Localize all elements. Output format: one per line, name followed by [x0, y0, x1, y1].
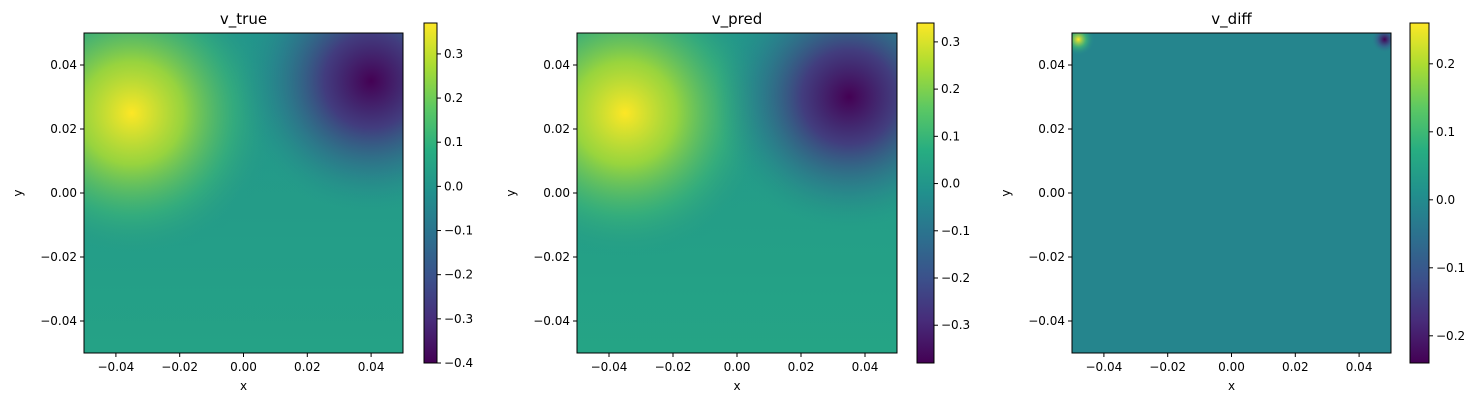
colorbar-tick-label: −0.4 [444, 356, 473, 370]
colorbar-tick-label: 0.3 [444, 47, 463, 61]
x-tick-label: 0.04 [1346, 360, 1373, 374]
y-tick-label: −0.04 [40, 314, 77, 328]
y-tick-label: 0.04 [50, 58, 77, 72]
colorbar-tick-label: −0.2 [444, 268, 473, 282]
x-axis-label: x [1228, 379, 1235, 393]
colorbar-tick-label: 0.0 [1436, 193, 1455, 207]
colorbar-tick-label: 0.1 [444, 135, 463, 149]
y-tick-label: −0.02 [40, 250, 77, 264]
colorbar-tick-label: 0.3 [941, 35, 960, 49]
y-tick-label: 0.00 [50, 186, 77, 200]
colorbar-tick-label: 0.1 [1436, 125, 1455, 139]
x-tick-label: 0.02 [1282, 360, 1309, 374]
colorbar-tick-label: −0.2 [941, 271, 970, 285]
colorbar-tick-label: −0.1 [1436, 261, 1465, 275]
x-tick-label: 0.02 [788, 360, 815, 374]
x-tick-label: 0.00 [724, 360, 751, 374]
panel-v-true: v_true −0.04 −0.02 0.00 0.02 0.04 −0.04 −0.02 0.… [11, 10, 473, 393]
colorbar-tick-label: 0.1 [941, 129, 960, 143]
x-tick-label: 0.04 [852, 360, 879, 374]
y-tick-label: 0.04 [1038, 58, 1065, 72]
y-axis-label: y [999, 189, 1013, 196]
panel-v-diff: v_diff −0.04 −0.02 0.00 0.02 0.04 −0.04 −0.02 0.… [999, 10, 1465, 393]
y-tick-label: 0.04 [543, 58, 570, 72]
heatmap-negative-lobe [577, 33, 897, 353]
x-tick-label: 0.00 [1218, 360, 1245, 374]
x-tick-label: −0.02 [1149, 360, 1186, 374]
colorbar-tick-label: −0.3 [941, 318, 970, 332]
x-axis-label: x [733, 379, 740, 393]
y-tick-label: −0.02 [533, 250, 570, 264]
colorbar-tick-label: −0.1 [444, 224, 473, 238]
x-tick-label: −0.04 [591, 360, 628, 374]
colorbar-tick-label: 0.2 [941, 82, 960, 96]
x-tick-label: 0.04 [358, 360, 385, 374]
x-tick-label: −0.02 [655, 360, 692, 374]
y-tick-label: −0.04 [1028, 314, 1065, 328]
y-tick-label: 0.02 [50, 122, 77, 136]
x-tick-label: −0.04 [98, 360, 135, 374]
colorbar [423, 22, 438, 364]
colorbar-tick-label: 0.2 [1436, 57, 1455, 71]
y-tick-label: 0.00 [1038, 186, 1065, 200]
x-tick-label: −0.02 [161, 360, 198, 374]
y-tick-label: 0.00 [543, 186, 570, 200]
heatmap-negative-lobe [84, 33, 403, 353]
panel-v-pred: v_pred −0.04 −0.02 0.00 0.02 0.04 −0.04 −0.02 0.… [504, 10, 970, 393]
x-tick-label: 0.00 [230, 360, 257, 374]
colorbar-tick-label: −0.2 [1436, 329, 1465, 343]
colorbar-tick-label: 0.0 [444, 179, 463, 193]
x-axis-label: x [240, 379, 247, 393]
chart-title: v_diff [1211, 10, 1252, 29]
x-tick-label: −0.04 [1086, 360, 1123, 374]
chart-title: v_pred [712, 10, 763, 29]
y-tick-label: 0.02 [543, 122, 570, 136]
colorbar-tick-label: 0.2 [444, 91, 463, 105]
colorbar-tick-label: −0.1 [941, 224, 970, 238]
chart-title: v_true [220, 10, 267, 29]
y-axis-label: y [504, 189, 518, 196]
x-tick-label: 0.02 [294, 360, 321, 374]
colorbar [916, 22, 935, 364]
y-axis-label: y [11, 189, 25, 196]
colorbar-tick-label: −0.3 [444, 312, 473, 326]
y-tick-label: −0.04 [533, 314, 570, 328]
heatmap-negative-spot [1072, 33, 1391, 353]
colorbar-tick-label: 0.0 [941, 177, 960, 191]
y-tick-label: −0.02 [1028, 250, 1065, 264]
colorbar [1409, 22, 1430, 364]
y-tick-label: 0.02 [1038, 122, 1065, 136]
